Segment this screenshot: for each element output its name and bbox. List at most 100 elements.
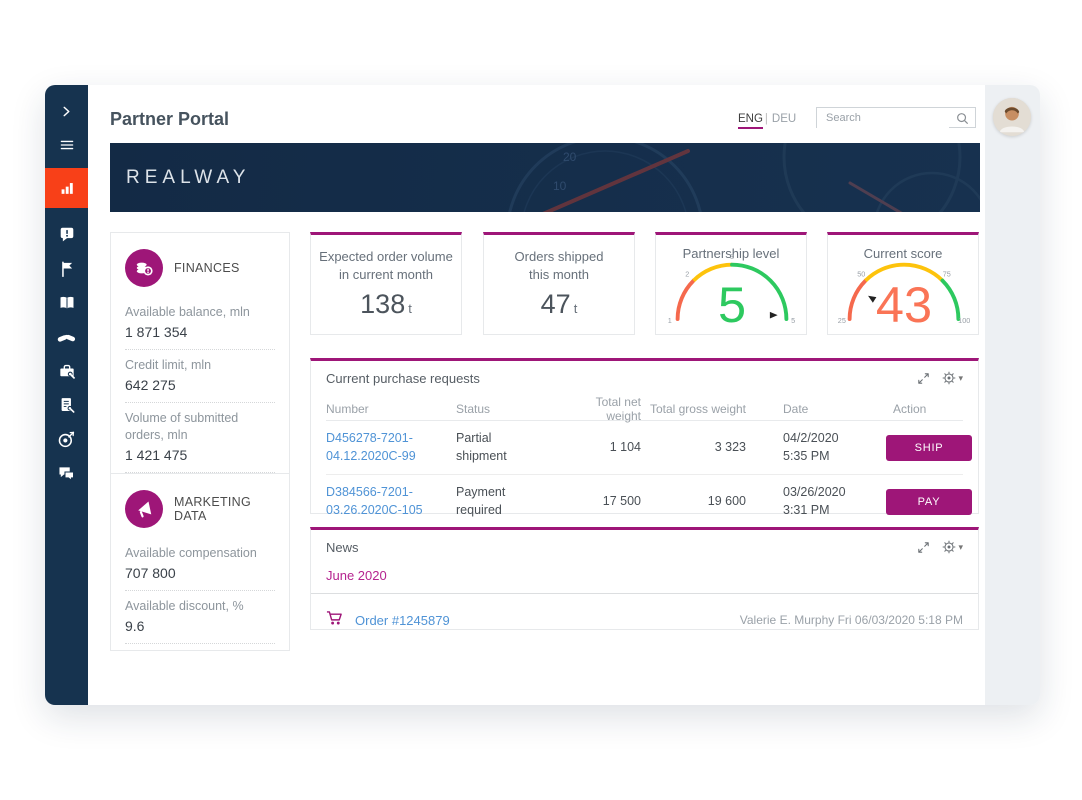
- col-number: Number: [326, 402, 369, 416]
- field-value: 1 871 354: [125, 323, 188, 340]
- sidebar-item-catalog[interactable]: [45, 286, 88, 320]
- sidebar-item-service-requests[interactable]: [45, 388, 88, 422]
- field-label: Credit limit, mln: [125, 357, 212, 372]
- speedometer-decoration: 20 10: [508, 143, 980, 212]
- field-value: 1 421 475: [125, 446, 188, 463]
- main-content: Partner Portal ENG|DEU 20 10 REALWAY: [88, 85, 985, 705]
- brand-name: REALWAY: [126, 167, 251, 188]
- sidebar: [45, 85, 88, 705]
- comment-alert-icon: [58, 226, 76, 244]
- svg-text:2: 2: [685, 269, 689, 278]
- score-gauge: 25 50 75 100 43: [836, 249, 970, 333]
- gauge-title: Partnership level: [682, 246, 780, 261]
- target-icon: [57, 430, 76, 449]
- finances-field: Available balance, mln 1 871 354: [125, 297, 275, 350]
- finances-field: Volume of submitted orders, mln 1 421 47…: [125, 403, 275, 473]
- expand-icon[interactable]: [917, 541, 930, 554]
- panel-title: News: [326, 539, 359, 555]
- svg-text:100: 100: [958, 316, 970, 325]
- stat-card-expected-volume: Expected order volume in current month 1…: [310, 232, 462, 335]
- marketing-field: Available compensation 707 800: [125, 538, 275, 591]
- brand-banner: 20 10 REALWAY: [110, 143, 980, 212]
- sidebar-item-toolbox[interactable]: [45, 354, 88, 388]
- ship-button[interactable]: SHIP: [886, 434, 972, 461]
- svg-text:3: 3: [730, 252, 734, 261]
- col-action: Action: [893, 402, 927, 416]
- expand-icon[interactable]: [917, 372, 930, 385]
- stat-unit: t: [408, 301, 412, 316]
- gauge-card-partnership-level: Partnership level 1 2 3 5 5: [655, 232, 807, 335]
- messages-icon: [57, 464, 76, 483]
- request-number-link[interactable]: D456278-7201- 04.12.2020C-99: [326, 431, 416, 463]
- lang-eng[interactable]: ENG: [738, 113, 763, 129]
- document-tools-icon: [58, 396, 76, 414]
- app-window: Partner Portal ENG|DEU 20 10 REALWAY: [45, 85, 1040, 705]
- request-net-weight: 1 104: [609, 439, 641, 454]
- settings-gear-icon[interactable]: ▾: [942, 371, 963, 385]
- news-item: Order #1245879 Valerie E. Murphy Fri 06/…: [326, 594, 963, 646]
- search-box: [816, 107, 976, 128]
- pay-button[interactable]: PAY: [886, 488, 972, 515]
- finances-card: FINANCES Available balance, mln 1 871 35…: [110, 232, 290, 480]
- book-icon: [58, 294, 76, 312]
- marketing-field: Available discount, % 9.6: [125, 591, 275, 644]
- stat-value: 47 t: [484, 289, 634, 320]
- request-number-link[interactable]: D384566-7201- 03.26.2020C-105: [326, 485, 423, 517]
- stat-card-orders-shipped: Orders shipped this month 47 t: [483, 232, 635, 335]
- order-link[interactable]: Order #1245879: [355, 612, 450, 628]
- page-title: Partner Portal: [110, 109, 230, 129]
- sidebar-collapse-button[interactable]: [45, 94, 88, 128]
- stat-number: 138: [360, 289, 406, 319]
- sidebar-item-flags[interactable]: [45, 252, 88, 286]
- gauge-value: 5: [718, 276, 746, 325]
- avatar-image: [993, 98, 1031, 136]
- request-gross-weight: 19 600: [707, 493, 746, 508]
- chevron-right-icon: [59, 104, 74, 119]
- col-status: Status: [456, 402, 491, 416]
- news-period: June 2020: [326, 568, 387, 583]
- language-switcher: ENG | DEU: [738, 113, 797, 129]
- svg-text:50: 50: [857, 269, 865, 278]
- stat-label: Orders shipped this month: [514, 249, 604, 282]
- lang-deu[interactable]: DEU: [771, 113, 797, 125]
- field-value: 642 275: [125, 376, 176, 393]
- sidebar-item-partnership[interactable]: [45, 320, 88, 354]
- sidebar-item-messages[interactable]: [45, 456, 88, 490]
- toolbox-icon: [58, 362, 76, 380]
- sidebar-item-feedback[interactable]: [45, 218, 88, 252]
- svg-text:25: 25: [838, 316, 846, 325]
- svg-text:1: 1: [668, 316, 672, 325]
- stat-value: 138 t: [311, 289, 461, 320]
- gauge-title: Current score: [863, 246, 943, 261]
- user-avatar[interactable]: [993, 98, 1031, 136]
- cart-icon: [326, 610, 343, 631]
- stat-label: Expected order volume in current month: [319, 249, 453, 282]
- search-input[interactable]: [817, 108, 949, 128]
- search-icon[interactable]: [956, 112, 969, 125]
- table-row: D384566-7201- 03.26.2020C-105 Payment re…: [326, 474, 972, 528]
- field-value: 707 800: [125, 564, 176, 581]
- news-meta: Valerie E. Murphy Fri 06/03/2020 5:18 PM: [739, 613, 963, 627]
- table-row: D456278-7201- 04.12.2020C-99 Partial shi…: [326, 421, 972, 474]
- field-label: Available balance, mln: [125, 305, 250, 319]
- gauge-needle: [868, 295, 877, 303]
- right-rail: [985, 85, 1040, 705]
- caret-down-icon: ▾: [958, 372, 963, 383]
- marketing-title: MARKETING DATA: [174, 495, 252, 523]
- svg-text:5: 5: [791, 316, 795, 325]
- field-value: 9.6: [125, 617, 145, 634]
- sidebar-item-targets[interactable]: [45, 422, 88, 456]
- menu-icon: [59, 137, 75, 153]
- sidebar-menu-button[interactable]: [45, 128, 88, 162]
- divider: [311, 593, 978, 594]
- col-gross-weight: Total gross weight: [649, 402, 746, 416]
- sidebar-item-dashboard[interactable]: [45, 168, 88, 208]
- request-date: 04/2/2020 5:35 PM: [783, 431, 839, 463]
- svg-text:10: 10: [553, 179, 567, 193]
- megaphone-icon: [125, 490, 163, 528]
- gauge-value: 43: [876, 276, 932, 325]
- marketing-card: MARKETING DATA Available compensation 70…: [110, 473, 290, 651]
- purchase-requests-panel: Current purchase requests ▾ Number Statu…: [310, 358, 979, 517]
- settings-gear-icon[interactable]: ▾: [942, 540, 963, 554]
- request-status: Partial shipment: [456, 431, 507, 463]
